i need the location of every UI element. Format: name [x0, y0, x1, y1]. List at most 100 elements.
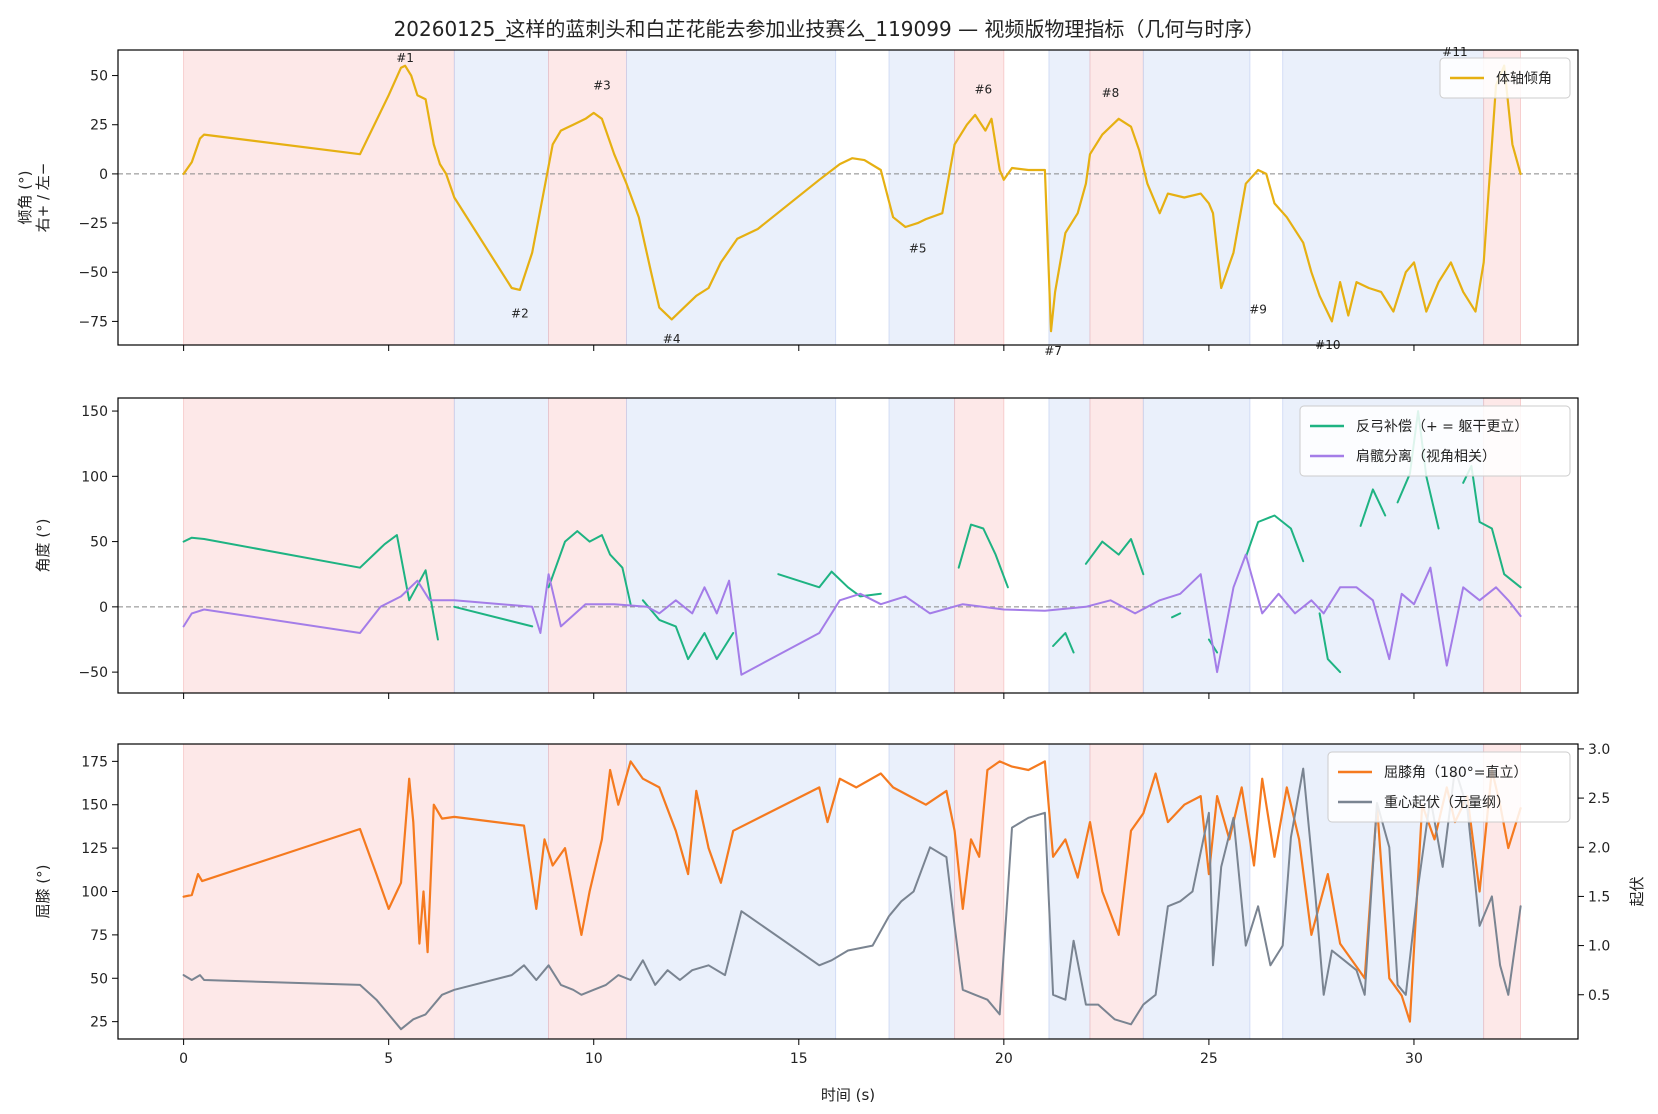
x-tick-label: 5: [384, 1051, 393, 1067]
y-axis-label: 倾角 (°): [16, 171, 34, 225]
phase-band-red: [548, 743, 627, 1040]
x-tick-label: 25: [1200, 1051, 1218, 1067]
y-tick-label: −50: [78, 265, 108, 281]
y-tick-label: 100: [81, 885, 108, 901]
phase-band-blue: [453, 49, 550, 346]
series-line-arch: [453, 605, 534, 628]
y-tick-label: 150: [81, 404, 108, 420]
phase-band-red: [954, 49, 1005, 346]
panel-angles: −50 0 50 100 150 角度 (°) 反弓补偿（+ = 躯干更立） 肩髋分离（视角相…: [34, 397, 1579, 699]
y-tick-label: −25: [78, 216, 108, 232]
series-line-arch: [1244, 514, 1305, 563]
legend-box: [1299, 405, 1571, 477]
x-tick-label: 15: [790, 1051, 808, 1067]
series-line-arch: [641, 599, 735, 661]
series-com: [182, 767, 1522, 1031]
series-line-tilt: [182, 64, 1522, 333]
y-tick-label: 125: [81, 841, 108, 857]
y2-tick-label: 3.0: [1588, 742, 1610, 758]
y-tick-label: 50: [90, 535, 108, 551]
y-tick-label: 0: [99, 600, 108, 616]
peak-annotation: #4: [663, 332, 681, 346]
phase-band-blue: [1142, 397, 1251, 694]
legend: 屈膝角（180°=直立） 重心起伏（无量纲）: [1327, 751, 1571, 823]
y-tick-label: 100: [81, 469, 108, 485]
y-tick-label: 50: [90, 971, 108, 987]
y2-tick-label: 2.0: [1588, 840, 1610, 856]
peak-annotation: #3: [593, 78, 611, 92]
series-line-arch: [547, 530, 632, 606]
series-line-knee: [182, 760, 1522, 1023]
legend-box: [1327, 751, 1571, 823]
y-axis-label: 屈膝 (°): [34, 865, 52, 919]
phase-band-blue: [626, 49, 837, 346]
peak-annotation: #11: [1442, 45, 1467, 59]
series-line-shoulder: [182, 553, 1522, 676]
peak-annotation: #6: [974, 82, 992, 96]
series-line-arch: [1359, 488, 1387, 527]
phase-band-blue: [626, 743, 837, 1040]
y2-tick-label: 0.5: [1588, 988, 1610, 1004]
x-tick-label: 10: [585, 1051, 603, 1067]
phase-band-red: [548, 49, 627, 346]
peak-annotation: #1: [396, 51, 414, 65]
legend: 反弓补偿（+ = 躯干更立） 肩髋分离（视角相关）: [1299, 405, 1571, 477]
legend-box: [1439, 57, 1571, 99]
chart-title: 20260125_这样的蓝刺头和白芷花能去参加业技赛么_119099 — 视频版…: [394, 17, 1265, 41]
plot-area: [182, 760, 1522, 1031]
phase-band-red: [183, 397, 455, 694]
plot-area: [182, 64, 1522, 333]
series-line-arch: [957, 523, 1009, 589]
y-tick-label: 75: [90, 928, 108, 944]
phase-band-red: [1089, 743, 1144, 1040]
legend-label: 屈膝角（180°=直立）: [1384, 764, 1527, 781]
series-line-arch: [1084, 538, 1145, 576]
phase-band-red: [1089, 397, 1144, 694]
x-tick-label: 0: [179, 1051, 188, 1067]
phase-band-blue: [888, 743, 956, 1040]
panel-tilt: #1#2#3#4#5#6#7#8#9#10#11−75−50−2502550倾角…: [16, 45, 1579, 358]
x-axis-label: 时间 (s): [821, 1086, 875, 1104]
phase-band-red: [1483, 49, 1521, 346]
y-axis-label: 角度 (°): [34, 519, 52, 573]
phase-band-blue: [626, 397, 837, 694]
y-tick-label: 0: [99, 167, 108, 183]
x-tick-label: 20: [995, 1051, 1013, 1067]
peak-annotation: #9: [1249, 303, 1267, 317]
series-line-arch: [1318, 612, 1342, 674]
series-line-com: [182, 767, 1522, 1031]
series-shoulder: [182, 553, 1522, 676]
series-line-arch: [182, 534, 439, 641]
y-tick-label: 25: [90, 118, 108, 134]
x-tick-label: 30: [1405, 1051, 1423, 1067]
axes-frame: [117, 397, 1579, 694]
phase-band-blue: [1048, 397, 1091, 694]
legend-label: 反弓补偿（+ = 躯干更立）: [1356, 419, 1528, 435]
series-line-arch: [1052, 632, 1075, 654]
legend: 体轴倾角: [1439, 57, 1571, 99]
legend-label: 体轴倾角: [1496, 71, 1552, 87]
y-tick-label: 150: [81, 798, 108, 814]
series-tilt: [182, 64, 1522, 333]
peak-annotation: #2: [511, 306, 529, 320]
axes-frame: [117, 49, 1579, 346]
phase-band-red: [954, 397, 1005, 694]
phase-band-red: [183, 743, 455, 1040]
y-tick-label: 175: [81, 754, 108, 770]
y2-axis-label: 起伏: [1628, 876, 1646, 906]
panel-knee: 0 5 10 15 20 25 30 25 50 75 100 125 150 175 0.5 1.0 1.5 2…: [34, 742, 1646, 1067]
phase-band-blue: [453, 397, 550, 694]
y2-tick-label: 1.5: [1588, 889, 1610, 905]
y-tick-label: −50: [78, 665, 108, 681]
series-knee: [182, 760, 1522, 1023]
peak-annotation: #5: [909, 242, 927, 256]
phase-band-blue: [888, 397, 956, 694]
y-tick-label: 50: [90, 69, 108, 85]
peak-annotation: #8: [1102, 86, 1120, 100]
y2-tick-label: 1.0: [1588, 939, 1610, 955]
series-line-arch: [1171, 612, 1182, 619]
y-tick-label: 25: [90, 1015, 108, 1031]
y-tick-label: −75: [78, 314, 108, 330]
y-axis-label-sub: 右+ / 左−: [34, 163, 52, 233]
